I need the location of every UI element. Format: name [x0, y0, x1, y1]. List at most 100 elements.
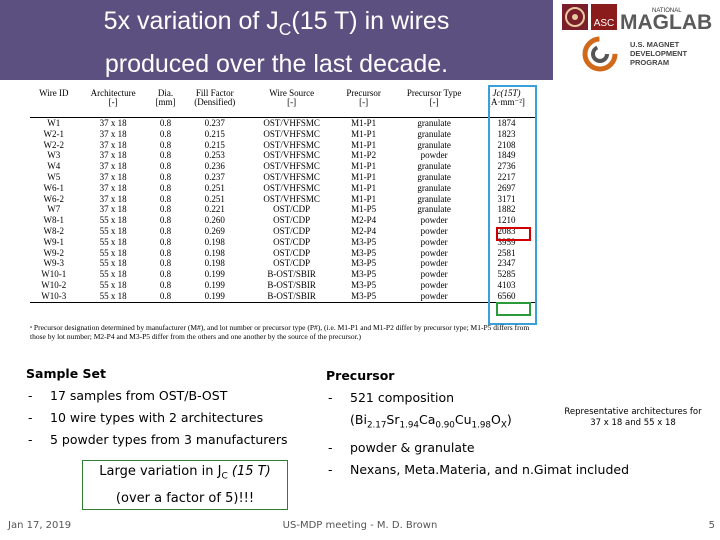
sample-set-list: 17 samples from OST/B-OST 10 wire types … [26, 385, 326, 451]
table-cell: 37 x 18 [99, 171, 127, 182]
table-cell: 0.8 [159, 193, 172, 204]
slide-date: Jan 17, 2019 [8, 520, 72, 531]
precursor-formula: (Bi2.17Sr1.94Ca0.90Cu1.98OX) [350, 412, 512, 431]
sample-set-heading: Sample Set [26, 366, 106, 381]
table-cell: 0.221 [204, 204, 225, 215]
table-cell: 0.8 [159, 247, 172, 258]
header-wire-source: Wire Source [-] [247, 89, 336, 118]
table-cell: powder [420, 258, 448, 269]
table-cell: 0.237 [204, 118, 225, 128]
table-cell: OST/VHFSMC [263, 128, 320, 139]
table-cell: 1882 [497, 204, 516, 215]
table-cell: OST/VHFSMC [263, 161, 320, 172]
table-cell: OST/VHFSMC [263, 118, 320, 128]
table-cell: OST/CDP [273, 236, 311, 247]
table-cell: powder [391, 290, 477, 303]
table-cell: 0.251 [204, 193, 225, 204]
logos: ASC NATIONAL MAGLAB U.S. MAGNET DEVELOPM… [562, 4, 712, 72]
table-row: W3 37 x 18 0.8 0.253 OST/VHFSMC M1-P2 powder 18… [30, 150, 536, 161]
table-cell: 55 x 18 [99, 279, 127, 290]
asc-logo: ASC [591, 4, 617, 30]
table-cell: 2736 [497, 161, 516, 172]
title-bar: 5x variation of JC(15 T) in wires produc… [0, 0, 553, 80]
table-row: W9-3 55 x 18 0.8 0.198 OST/CDP M3-P5 powder 234… [30, 258, 536, 269]
mdp-logo-line2: DEVELOPMENT [630, 49, 688, 58]
table-cell: 37 x 18 [99, 204, 127, 215]
table-cell: 2581 [497, 247, 516, 258]
table-cell: OST/VHFSMC [263, 139, 320, 150]
table-cell: granulate [417, 182, 451, 193]
list-item: 521 composition (Bi2.17Sr1.94Ca0.90Cu1.9… [326, 387, 656, 437]
table-cell: OST/VHFSMC [263, 193, 320, 204]
callout-line1: Large variation in JC (15 T) [99, 464, 271, 482]
representative-architectures-note: Representative architectures for 37 x 18… [564, 407, 702, 428]
list-item: Nexans, Meta.Materia, and n.Gimat includ… [326, 459, 656, 481]
table-cell: granulate [417, 139, 451, 150]
table-row: W9-1 55 x 18 0.8 0.198 OST/CDP M3-P5 powder 395… [30, 237, 536, 248]
table-cell: 0.8 [159, 171, 172, 182]
table-cell: 55 x 18 [99, 258, 127, 269]
table-cell: 37 x 18 [99, 139, 127, 150]
table-cell: 0.8 [148, 290, 183, 303]
table-cell: granulate [417, 118, 451, 128]
table-cell: 37 x 18 [99, 128, 127, 139]
table-cell: 0.260 [204, 215, 225, 226]
table-row: W8-1 55 x 18 0.8 0.260 OST/CDP M2-P4 powder 121… [30, 215, 536, 226]
table-cell: M1-P1 [351, 118, 377, 128]
table-row: W10-2 55 x 18 0.8 0.199 B-OST/SBIR M3-P5 powde… [30, 280, 536, 291]
table-cell: W8-1 [43, 215, 65, 226]
table-row: W6-2 37 x 18 0.8 0.251 OST/VHFSMC M1-P1 granul… [30, 194, 536, 205]
table-row: W7 37 x 18 0.8 0.221 OST/CDP M1-P5 granulate 18… [30, 204, 536, 215]
table-cell: M3-P5 [351, 258, 377, 269]
table-cell: M2-P4 [351, 225, 377, 236]
table-cell: 0.199 [204, 269, 225, 280]
table-cell: M2-P4 [351, 215, 377, 226]
table-cell: W6-1 [43, 182, 65, 193]
table-cell: granulate [417, 204, 451, 215]
table-cell: M1-P1 [351, 161, 377, 172]
table-cell: 2697 [497, 182, 516, 193]
fsu-seal-icon [562, 4, 588, 30]
table-cell: B-OST/SBIR [247, 290, 336, 303]
table-cell: powder [420, 236, 448, 247]
table-cell: 55 x 18 [99, 225, 127, 236]
table-cell: 2108 [497, 139, 516, 150]
table-cell: 0.8 [159, 279, 172, 290]
table-row: W8-2 55 x 18 0.8 0.269 OST/CDP M2-P4 powder 208… [30, 226, 536, 237]
header-wire-id: Wire ID [30, 89, 78, 118]
header-fill-factor: Fill Factor (Densified) [182, 89, 248, 118]
table-row: W10-3 55 x 18 0.8 0.199 B-OST/SBIR M3-P5 powde… [30, 290, 536, 303]
table-cell: powder [420, 247, 448, 258]
table-cell: W9-2 [43, 247, 65, 258]
table-cell: 0.253 [204, 150, 225, 161]
precursor-section: Precursor 521 composition (Bi2.17Sr1.94C… [326, 365, 656, 481]
table-cell: W1 [47, 118, 61, 128]
table-cell: 37 x 18 [99, 161, 127, 172]
table-row: W10-1 55 x 18 0.8 0.199 B-OST/SBIR M3-P5 powde… [30, 269, 536, 280]
list-item: 17 samples from OST/B-OST [26, 385, 326, 407]
header-architecture: Architecture [-] [77, 89, 149, 118]
table-cell: 1210 [497, 215, 516, 226]
table-cell: M1-P1 [351, 193, 377, 204]
table-cell: 1874 [497, 118, 516, 128]
table-cell: 0.269 [204, 225, 225, 236]
table-cell: M1-P1 [351, 139, 377, 150]
table-cell: 0.198 [204, 247, 225, 258]
table-body: W1 37 x 18 0.8 0.237 OST/VHFSMC M1-P1 granulat… [30, 118, 536, 303]
table-cell: 0.215 [204, 128, 225, 139]
table-cell: 0.237 [204, 171, 225, 182]
table-cell: 5285 [497, 269, 516, 280]
variation-callout: Large variation in JC (15 T) (over a fac… [82, 460, 288, 510]
table-cell: 2083 [497, 225, 516, 236]
table-cell: OST/CDP [273, 215, 311, 226]
slide-footer-center: US-MDP meeting - M. D. Brown [282, 520, 438, 531]
table-cell: 0.8 [159, 225, 172, 236]
table-cell: 0.8 [159, 139, 172, 150]
maglab-logo: NATIONAL MAGLAB [620, 8, 712, 34]
table-cell: OST/CDP [273, 258, 311, 269]
table-cell: 2347 [497, 258, 516, 269]
table-cell: 6560 [476, 290, 536, 303]
table-cell: OST/CDP [273, 247, 311, 258]
table-cell: 0.8 [159, 118, 172, 128]
table-cell: 0.236 [204, 161, 225, 172]
